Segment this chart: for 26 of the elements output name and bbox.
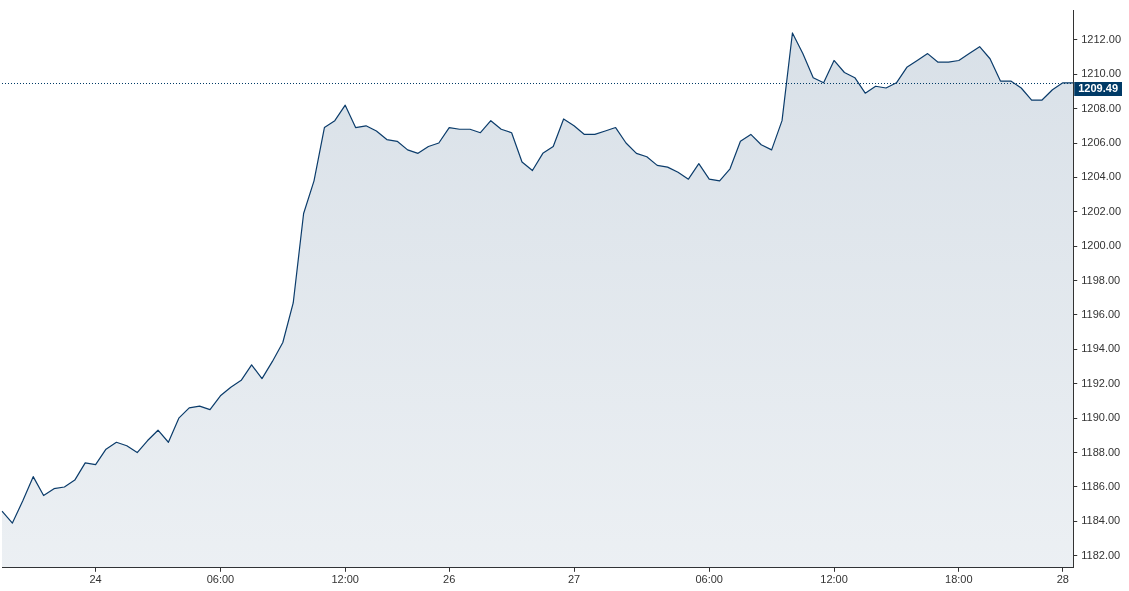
x-tick-label: 26 — [443, 573, 456, 586]
ref-line-label: 1209.49 — [1078, 82, 1118, 95]
y-tick-label: 1208.00 — [1081, 101, 1121, 114]
y-tick-label: 1194.00 — [1081, 342, 1121, 355]
x-tick-label: 27 — [567, 573, 581, 586]
x-tick-label: 06:00 — [206, 573, 235, 586]
y-tick-label: 1182.00 — [1081, 548, 1121, 561]
y-tick-label: 1206.00 — [1081, 136, 1121, 149]
y-tick-label: 1212.00 — [1081, 32, 1121, 45]
y-tick-label: 1188.00 — [1081, 445, 1121, 458]
x-tick-label: 12:00 — [331, 573, 359, 586]
y-tick-label: 1204.00 — [1081, 170, 1121, 183]
x-tick-label: 28 — [1056, 573, 1069, 586]
y-tick-label: 1200.00 — [1081, 239, 1121, 252]
x-tick-label: 18:00 — [945, 573, 973, 586]
y-tick-label: 1198.00 — [1081, 273, 1121, 286]
y-tick-label: 1196.00 — [1081, 308, 1121, 321]
y-tick-label: 1210.00 — [1081, 67, 1121, 80]
x-tick-label: 12:00 — [820, 573, 848, 586]
y-tick-label: 1202.00 — [1081, 204, 1121, 217]
y-tick-label: 1186.00 — [1081, 480, 1121, 492]
y-tick-label: 1190.00 — [1081, 411, 1121, 424]
y-tick-label: 1192.00 — [1081, 376, 1121, 389]
x-tick-label: 06:00 — [695, 573, 723, 586]
y-tick-label: 1184.00 — [1081, 514, 1121, 527]
x-tick-label: 24 — [89, 573, 102, 586]
